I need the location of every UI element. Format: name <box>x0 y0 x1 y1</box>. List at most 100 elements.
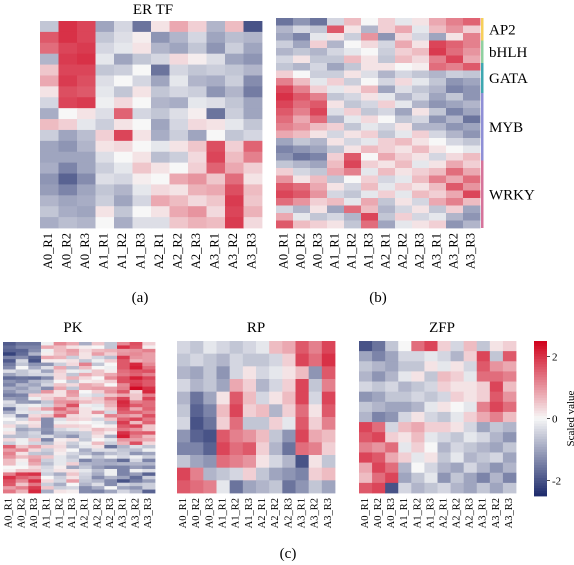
er-tf-cell <box>225 31 244 44</box>
pk-tick-label: A2_R2 <box>92 498 103 528</box>
families-cell <box>446 198 464 206</box>
colorbar-step <box>534 356 547 360</box>
rp-cell <box>229 467 244 481</box>
pk-cell <box>117 348 131 353</box>
pk-cell <box>28 486 42 490</box>
pk-cell <box>117 417 131 422</box>
zfp-tick-label: A2_R1 <box>438 498 449 528</box>
family-color-segment <box>481 40 484 63</box>
zfp-tick-label: A0_R3 <box>386 498 397 528</box>
families-cell <box>327 123 345 131</box>
er-tf-cell <box>132 64 152 76</box>
zfp-cell <box>424 442 438 453</box>
zfp-cell <box>372 472 386 484</box>
rp-cell <box>295 417 310 431</box>
panel-a-caption: (a) <box>132 290 149 306</box>
families-cell <box>446 108 464 116</box>
families-cell <box>378 153 396 161</box>
families-tick-label: A1_R3 <box>361 233 375 269</box>
pk-cell <box>15 390 29 394</box>
rp-cell <box>269 417 283 431</box>
families-cell <box>310 108 328 116</box>
families-cell <box>276 115 294 124</box>
families-cell <box>412 18 430 26</box>
er-tf-cell <box>77 21 96 33</box>
pk-cell <box>91 441 105 446</box>
zfp-cell <box>476 472 491 484</box>
rp-cell <box>269 353 283 367</box>
pk-tick-label: A0_R1 <box>4 498 15 528</box>
er-tf-cell <box>169 140 189 153</box>
er-tf-tick-label: A2_R3 <box>189 233 203 269</box>
rp-cell <box>295 404 310 418</box>
families-cell <box>327 78 345 86</box>
zfp-cell <box>385 411 399 423</box>
er-tf-cell <box>40 64 59 76</box>
pk-cell <box>3 441 17 446</box>
zfp-cell <box>411 341 425 352</box>
pk-cell <box>15 383 29 388</box>
pk-cell <box>104 410 118 415</box>
families-cell <box>276 220 294 229</box>
pk-cell <box>117 434 131 439</box>
families-cell <box>327 48 345 56</box>
families-cell <box>310 198 328 206</box>
families-cell <box>395 78 413 86</box>
families-cell <box>412 100 430 109</box>
zfp-cell <box>502 351 517 362</box>
families-cell <box>378 220 396 229</box>
pk-cell <box>129 407 143 412</box>
pk-cell <box>104 482 118 487</box>
er-tf-cell <box>77 108 96 120</box>
colorbar-step <box>534 467 547 471</box>
pk-cell <box>79 448 93 453</box>
families-cell <box>446 213 464 221</box>
pk-cell <box>66 475 80 480</box>
families-cell <box>310 25 328 34</box>
pk-cell <box>129 424 143 429</box>
colorbar-step <box>534 452 547 456</box>
zfp-cell <box>437 432 451 443</box>
pk-cell <box>129 355 143 360</box>
zfp-cell <box>463 401 478 413</box>
pk-cell <box>104 355 118 360</box>
rp-cell <box>203 379 217 393</box>
pk-cell <box>15 489 29 494</box>
families-cell <box>276 78 294 86</box>
family-label: MYB <box>489 120 523 136</box>
pk-cell <box>28 393 42 398</box>
er-tf-cell <box>95 140 115 153</box>
colorbar-step <box>534 348 547 352</box>
pk-cell <box>15 417 29 422</box>
er-tf-cell <box>243 86 263 98</box>
rp-tick-label: A1_R2 <box>231 498 242 528</box>
zfp-cell <box>385 442 399 453</box>
zfp-tick-label: A0_R2 <box>373 498 384 528</box>
pk-cell <box>129 342 143 346</box>
families-cell <box>276 190 294 199</box>
zfp-cell <box>424 472 438 484</box>
er-tf-cell <box>95 42 115 55</box>
families-cell <box>378 138 396 146</box>
er-tf-cell <box>77 140 96 153</box>
families-cell <box>395 160 413 169</box>
colorbar-step <box>534 426 547 430</box>
pk-cell <box>15 444 29 449</box>
rp-tick-label: A2_R3 <box>283 498 294 528</box>
families-cell <box>327 183 345 191</box>
pk-cell <box>15 427 29 432</box>
pk-cell <box>66 486 80 490</box>
colorbar-step <box>534 384 547 388</box>
rp-cell <box>242 480 257 494</box>
families-cell <box>361 168 379 176</box>
families-cell <box>395 130 413 139</box>
family-color-segment <box>481 63 484 93</box>
rp-cell <box>282 353 296 367</box>
zfp-cell <box>437 472 451 484</box>
pk-cell <box>15 407 29 412</box>
families-cell <box>412 63 430 71</box>
zfp-cell <box>359 432 373 443</box>
er-tf-cell <box>188 151 207 164</box>
